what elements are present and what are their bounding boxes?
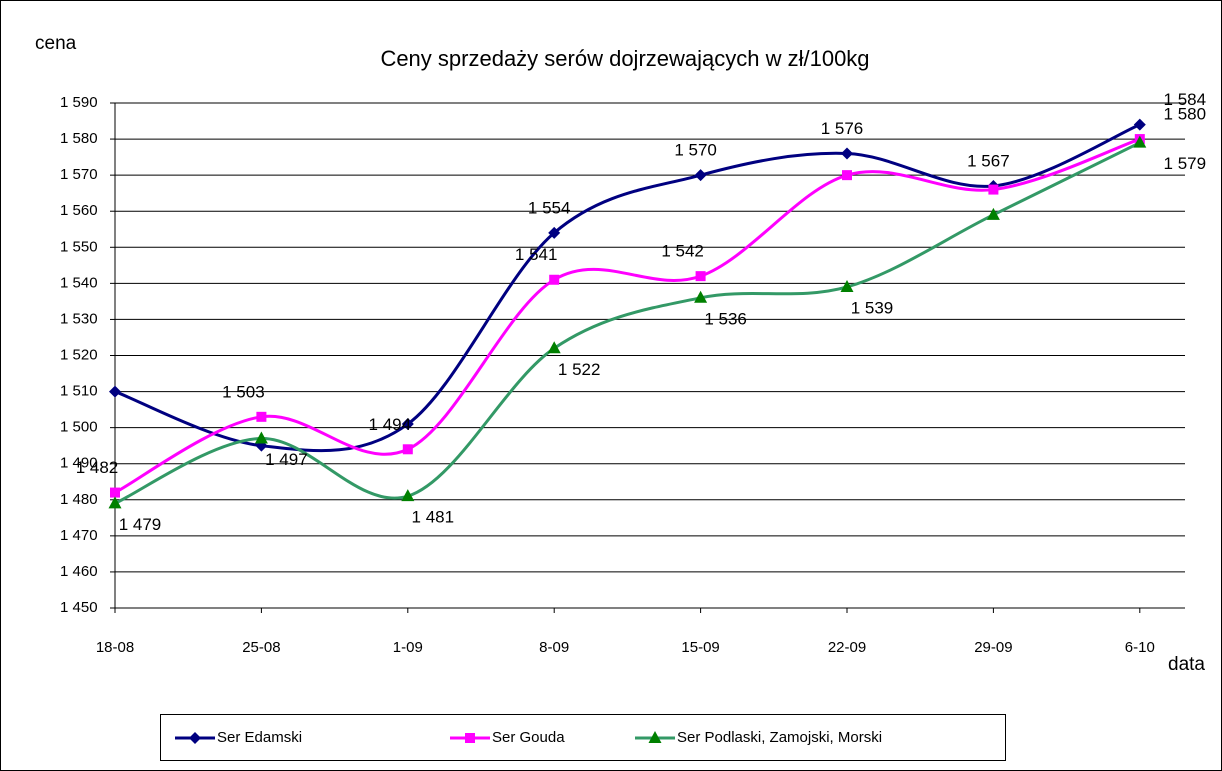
data-point: [256, 411, 267, 422]
y-tick-label: 1 580: [60, 130, 98, 147]
data-point: [254, 431, 268, 444]
legend-marker: [648, 731, 662, 743]
data-label: 1 539: [851, 298, 894, 317]
data-point: [988, 184, 999, 195]
data-point: [110, 487, 120, 498]
x-tick-label: 18-08: [96, 639, 134, 656]
data-point: [402, 444, 413, 455]
data-point: [840, 279, 854, 292]
data-label: 1 580: [1164, 105, 1207, 124]
data-label: 1 579: [1164, 154, 1207, 173]
data-label: 1 494: [369, 415, 412, 434]
data-point: [841, 147, 853, 160]
data-point: [401, 489, 415, 502]
legend-marker: [465, 733, 475, 743]
data-label: 1 479: [119, 515, 162, 534]
y-tick-label: 1 450: [60, 599, 98, 616]
data-label: 1 554: [528, 198, 571, 217]
series-line: [114, 141, 1141, 505]
data-point: [842, 170, 852, 181]
x-tick-label: 1-09: [393, 639, 423, 656]
x-tick-label: 6-10: [1125, 639, 1155, 656]
data-point: [401, 418, 414, 431]
x-axis-label: data: [1168, 654, 1205, 675]
y-tick-label: 1 520: [60, 346, 98, 363]
data-label: 1 584: [1164, 90, 1207, 109]
data-point: [108, 496, 122, 509]
y-axis-label: cena: [35, 33, 77, 54]
data-point: [1133, 135, 1147, 148]
data-label: 1 536: [704, 309, 747, 328]
data-point: [695, 271, 706, 282]
data-point: [548, 226, 561, 239]
series-line: [114, 137, 1141, 494]
data-point: [109, 385, 121, 398]
x-tick-label: 29-09: [974, 639, 1012, 656]
data-point: [1133, 118, 1146, 131]
x-tick-label: 15-09: [681, 639, 719, 656]
data-point: [694, 290, 708, 303]
data-point: [694, 169, 707, 182]
y-tick-label: 1 550: [60, 238, 98, 255]
y-tick-label: 1 590: [60, 94, 98, 111]
data-label: 1 497: [265, 450, 308, 469]
data-label: 1 481: [412, 508, 455, 527]
data-label: 1 522: [558, 360, 601, 379]
legend-box: [160, 714, 1006, 761]
y-tick-label: 1 470: [60, 527, 98, 544]
legend-label: Ser Gouda: [492, 729, 565, 746]
data-label: 1 503: [222, 382, 265, 401]
chart-title: Ceny sprzedaży serów dojrzewających w zł…: [380, 46, 869, 71]
data-label: 1 567: [967, 151, 1010, 170]
data-label: 1 482: [76, 458, 119, 477]
y-tick-label: 1 510: [60, 383, 98, 400]
legend-marker: [189, 732, 201, 744]
legend-label: Ser Podlaski, Zamojski, Morski: [677, 729, 882, 746]
y-tick-label: 1 530: [60, 310, 98, 327]
data-label: 1 542: [661, 242, 704, 261]
x-tick-label: 22-09: [828, 639, 866, 656]
y-tick-label: 1 490: [60, 455, 98, 472]
data-point: [547, 341, 561, 354]
y-tick-label: 1 570: [60, 166, 98, 183]
data-point: [549, 274, 560, 285]
y-tick-label: 1 460: [60, 563, 98, 580]
data-label: 1 570: [674, 141, 717, 160]
y-tick-label: 1 480: [60, 491, 98, 508]
data-point: [986, 207, 1000, 220]
x-tick-label: 8-09: [539, 639, 569, 656]
y-tick-label: 1 560: [60, 202, 98, 219]
data-label: 1 576: [821, 119, 864, 138]
y-tick-label: 1 500: [60, 419, 98, 436]
series-line: [114, 123, 1141, 453]
legend-label: Ser Edamski: [217, 729, 302, 746]
data-label: 1 541: [515, 245, 558, 264]
y-tick-label: 1 540: [60, 274, 98, 291]
x-tick-label: 25-08: [242, 639, 280, 656]
